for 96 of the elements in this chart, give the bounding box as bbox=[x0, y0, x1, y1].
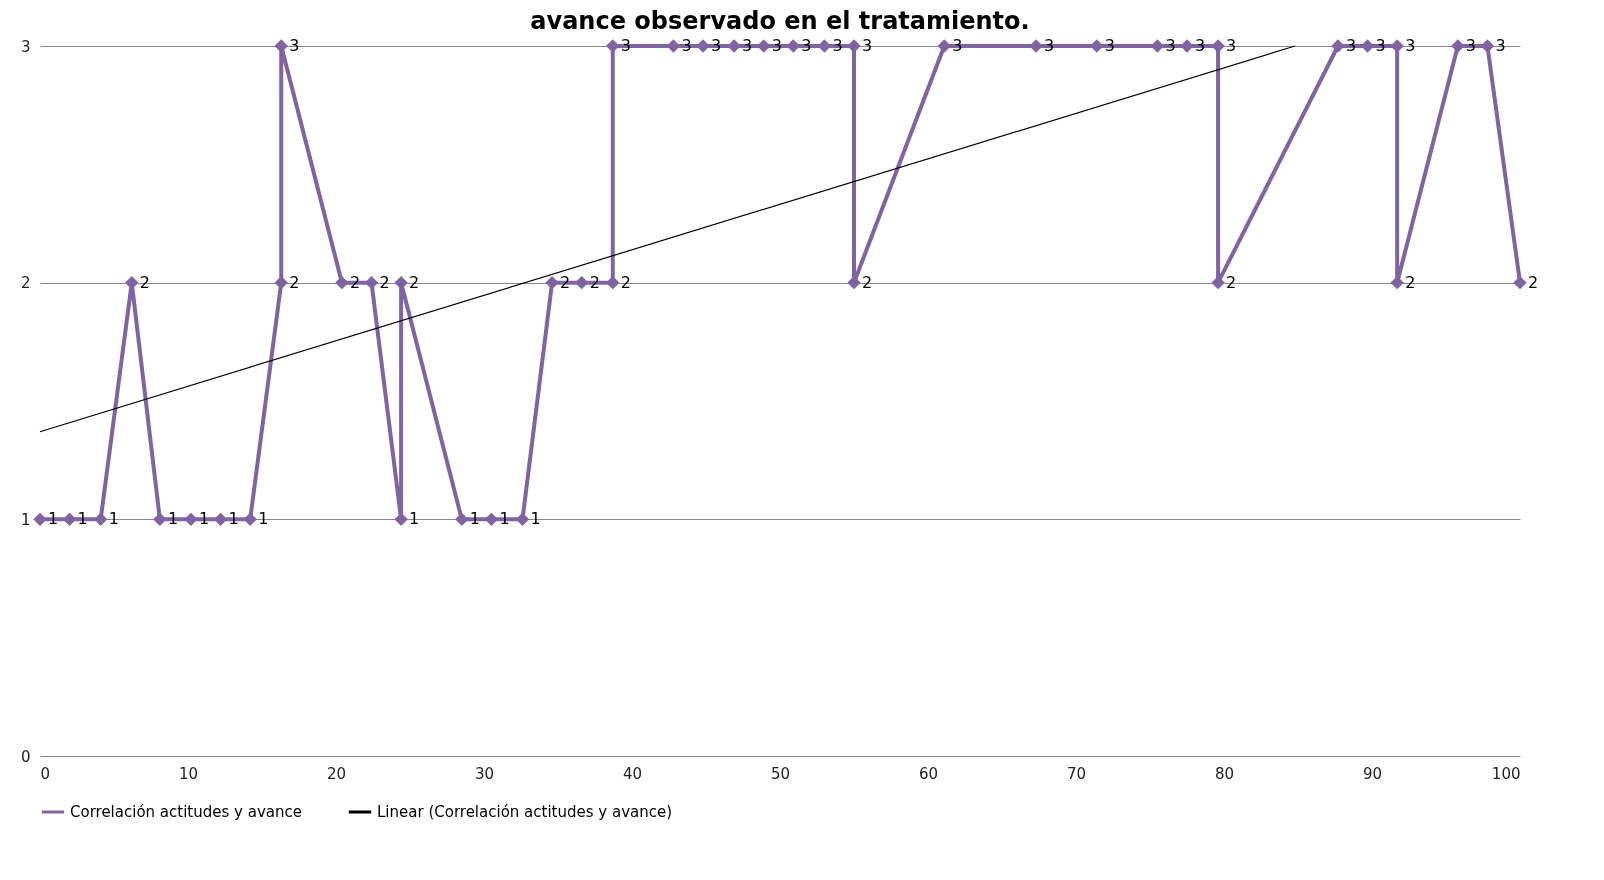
point bbox=[606, 275, 620, 290]
data-label: 3 bbox=[1345, 36, 1357, 55]
point bbox=[243, 512, 257, 527]
point bbox=[33, 512, 47, 527]
x-tick-label: 90 bbox=[1362, 764, 1383, 783]
data-label: 3 bbox=[952, 36, 963, 55]
data-label: 3 bbox=[1495, 36, 1506, 55]
legend-label: Correlación actitudes y avance bbox=[70, 803, 302, 821]
data-label: 3 bbox=[862, 36, 873, 55]
point bbox=[1480, 39, 1495, 53]
data-label: 3 bbox=[681, 36, 692, 55]
data-label: 2 bbox=[379, 272, 390, 292]
point bbox=[1029, 39, 1043, 53]
data-label: 3 bbox=[289, 36, 300, 55]
point bbox=[545, 275, 559, 290]
data-label: 2 bbox=[349, 272, 361, 292]
point bbox=[606, 39, 620, 53]
point bbox=[937, 39, 951, 53]
y-tick-label: 2 bbox=[20, 274, 31, 293]
y-tick-label: 3 bbox=[20, 37, 31, 56]
data-label: 2 bbox=[1226, 272, 1237, 292]
data-label: 3 bbox=[711, 36, 722, 55]
x-tick-label: 50 bbox=[770, 764, 791, 783]
data-label: 3 bbox=[1465, 36, 1477, 55]
point bbox=[484, 512, 499, 527]
data-label: 3 bbox=[801, 36, 812, 55]
point bbox=[1331, 39, 1345, 53]
point bbox=[1513, 275, 1527, 290]
x-tick-label: 0 bbox=[40, 764, 51, 783]
point bbox=[1090, 39, 1104, 53]
data-label: 3 bbox=[1375, 36, 1386, 55]
y-tick-label: 1 bbox=[20, 510, 31, 529]
point bbox=[727, 39, 741, 53]
data-label: 2 bbox=[1528, 272, 1539, 292]
point bbox=[153, 512, 167, 527]
data-label: 1 bbox=[409, 509, 420, 529]
data-label: 1 bbox=[198, 509, 210, 529]
data-label: 3 bbox=[1226, 36, 1237, 55]
point bbox=[1390, 275, 1404, 290]
data-label: 2 bbox=[409, 272, 420, 292]
data-label: 2 bbox=[560, 272, 571, 292]
x-tick-label: 70 bbox=[1066, 764, 1087, 783]
data-label: 1 bbox=[469, 509, 480, 529]
point bbox=[455, 512, 469, 527]
chart-title: avance observado en el tratamiento. bbox=[530, 7, 1030, 35]
data-label: 1 bbox=[258, 509, 269, 529]
data-label: 1 bbox=[48, 509, 59, 529]
data-label: 1 bbox=[108, 509, 119, 529]
point bbox=[394, 512, 408, 527]
data-label: 2 bbox=[289, 272, 300, 292]
x-tick-label: 10 bbox=[178, 764, 199, 783]
x-tick-label: 20 bbox=[326, 764, 347, 783]
point bbox=[62, 512, 77, 527]
data-label: 1 bbox=[228, 509, 239, 529]
point bbox=[515, 512, 530, 527]
data-label: 3 bbox=[742, 36, 753, 55]
data-label: 3 bbox=[832, 36, 843, 55]
data-label: 3 bbox=[620, 36, 631, 55]
point bbox=[184, 512, 198, 527]
y-tick-label: 0 bbox=[20, 747, 31, 766]
data-label: 3 bbox=[1405, 36, 1416, 55]
x-tick-label: 80 bbox=[1214, 764, 1235, 783]
point bbox=[213, 512, 228, 527]
point bbox=[1390, 39, 1404, 53]
data-label: 1 bbox=[167, 509, 179, 529]
x-tick-label: 60 bbox=[918, 764, 939, 783]
data-label: 2 bbox=[1405, 272, 1416, 292]
data-label: 1 bbox=[530, 509, 541, 529]
point bbox=[274, 275, 288, 290]
data-label: 1 bbox=[499, 509, 510, 529]
point bbox=[1211, 39, 1225, 53]
point bbox=[93, 512, 108, 527]
point bbox=[757, 39, 771, 53]
point bbox=[274, 39, 288, 53]
x-tick-label: 40 bbox=[622, 764, 643, 783]
data-label: 2 bbox=[139, 272, 150, 292]
point bbox=[1180, 39, 1194, 53]
data-label: 3 bbox=[1165, 36, 1176, 55]
data-label: 2 bbox=[620, 272, 631, 292]
x-tick-label: 100 bbox=[1491, 764, 1521, 783]
x-tick-label: 30 bbox=[474, 764, 495, 783]
point bbox=[1451, 39, 1465, 53]
point bbox=[574, 275, 589, 290]
data-label: 2 bbox=[589, 272, 600, 292]
legend-label: Linear (Correlación actitudes y avance) bbox=[377, 803, 673, 821]
data-label: 3 bbox=[1195, 36, 1206, 55]
data-label: 1 bbox=[77, 509, 88, 529]
point bbox=[394, 275, 408, 290]
data-label: 2 bbox=[862, 272, 873, 292]
data-label: 3 bbox=[1044, 36, 1055, 55]
data-label: 3 bbox=[771, 36, 782, 55]
data-label: 3 bbox=[1104, 36, 1115, 55]
point bbox=[847, 39, 861, 53]
point bbox=[364, 275, 379, 290]
point bbox=[335, 275, 349, 290]
point bbox=[696, 39, 710, 53]
